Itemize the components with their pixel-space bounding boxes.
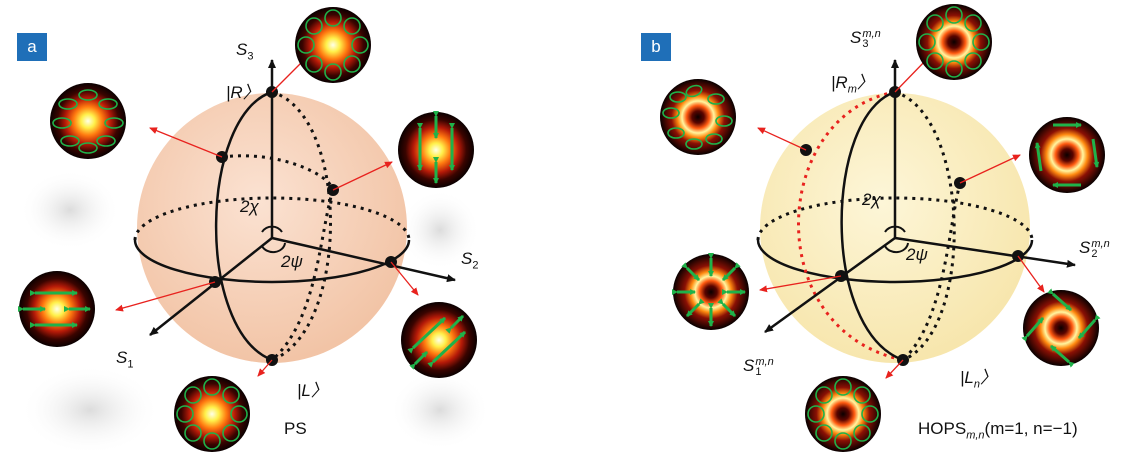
equator-back xyxy=(133,196,411,241)
background-shadow xyxy=(20,170,120,250)
l-state-label-b: |Ln〉 xyxy=(960,368,997,391)
equator-back xyxy=(756,196,1034,241)
meridian-front xyxy=(840,90,904,362)
s1-label-a: S1 xyxy=(116,348,134,371)
red-arrow xyxy=(759,275,842,293)
background-shadow xyxy=(400,190,480,270)
red-arrow xyxy=(115,281,216,312)
meridian-front xyxy=(214,90,273,362)
beam-profile-vertical xyxy=(398,111,474,188)
meridian-back xyxy=(894,90,956,362)
beam-profile-horizontal xyxy=(18,271,95,347)
red-arrow xyxy=(257,359,273,377)
beam-profile-azimuthal xyxy=(1029,117,1105,193)
psi-label-b: 2ψ xyxy=(906,245,928,264)
psi-angle-arc xyxy=(261,242,286,254)
r-state-label-a: |R〉 xyxy=(226,83,260,102)
red-arrow xyxy=(885,359,904,379)
beam-profile-vortex-elliptical xyxy=(660,79,736,155)
r-state-label-b: |Rm〉 xyxy=(831,73,874,96)
chi-label-a: 2χ xyxy=(240,197,259,216)
background-shadow xyxy=(390,370,490,450)
s1-axis xyxy=(149,237,273,336)
red-meridian xyxy=(797,90,904,362)
chi-angle-arc xyxy=(884,225,906,233)
beam-profile-circular-l xyxy=(174,376,250,452)
psi-angle-arc xyxy=(884,242,909,254)
beam-profile-vortex-r xyxy=(916,4,992,80)
meridian-back xyxy=(271,90,332,362)
beam-profile-diagonal xyxy=(401,302,477,378)
psi-label-a: 2ψ xyxy=(281,252,303,271)
caption-b: HOPSm,n(m=1, n=−1) xyxy=(918,419,1078,442)
red-arrow xyxy=(390,261,419,296)
s1-axis xyxy=(764,236,896,334)
beam-profile-circular-r xyxy=(295,7,371,83)
latitude-arc xyxy=(221,154,335,191)
chi-label-b: 2χ xyxy=(862,190,881,209)
red-arrow xyxy=(757,127,807,151)
latitude-arc xyxy=(271,189,335,362)
panel-a-badge: a xyxy=(17,33,47,61)
beam-profile-elliptical xyxy=(50,83,126,159)
chi-angle-arc xyxy=(261,225,283,233)
red-arrow xyxy=(894,57,929,93)
s2-axis xyxy=(894,236,1076,268)
beam-profile-spiral xyxy=(1021,288,1101,368)
red-arrow xyxy=(959,154,1021,184)
red-arrow xyxy=(1017,255,1045,293)
l-state-label-a: |L〉 xyxy=(297,381,328,400)
panel-a xyxy=(115,57,456,377)
background-shadow xyxy=(20,365,160,455)
caption-a: PS xyxy=(284,419,307,438)
s2-axis xyxy=(271,236,456,283)
red-arrow xyxy=(149,127,223,158)
beam-profile-radial xyxy=(672,253,749,330)
panel-b-badge: b xyxy=(641,33,671,61)
panel-b xyxy=(756,57,1076,379)
beam-profile-vortex-l xyxy=(805,376,881,452)
s3-label-a: S3 xyxy=(236,40,254,63)
red-arrow xyxy=(332,161,393,191)
s2-label-a: S2 xyxy=(461,249,479,272)
